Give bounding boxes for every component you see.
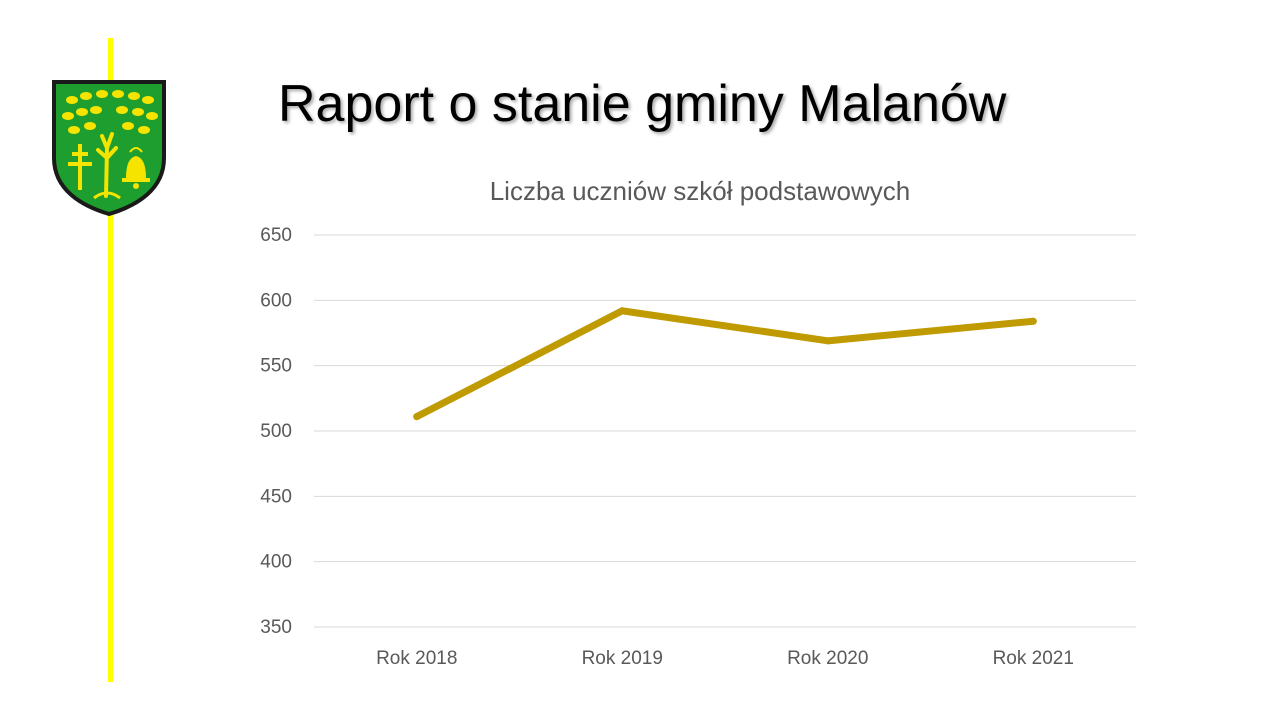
chart-area: 350 400 450 500 550 600 650 Rok 2018 Rok 2019 Rok… <box>230 220 1160 680</box>
accent-line <box>108 38 113 682</box>
chart-title: Liczba uczniów szkół podstawowych <box>489 176 911 206</box>
y-tick-label: 450 <box>260 486 292 507</box>
y-tick-label: 600 <box>260 290 292 311</box>
series-line-0 <box>413 307 1037 421</box>
y-tick-label: 350 <box>260 617 292 638</box>
page-title: Raport o stanie gminy Malanów <box>278 75 1007 133</box>
line-chart: 350 400 450 500 550 600 650 Rok 2018 Rok 2019 Rok… <box>260 225 1136 669</box>
data-point <box>1029 317 1037 325</box>
y-tick-label: 650 <box>260 225 292 246</box>
x-tick-label: Rok 2019 <box>582 648 663 669</box>
coat-of-arms-icon <box>52 80 166 216</box>
y-tick-label: 500 <box>260 421 292 442</box>
x-tick-label: Rok 2020 <box>787 648 868 669</box>
data-point <box>413 413 421 421</box>
y-tick-label: 400 <box>260 552 292 573</box>
data-point <box>824 337 832 345</box>
x-tick-label: Rok 2018 <box>376 648 457 669</box>
data-point <box>618 307 626 315</box>
x-tick-label: Rok 2021 <box>993 648 1074 669</box>
y-tick-label: 550 <box>260 356 292 377</box>
